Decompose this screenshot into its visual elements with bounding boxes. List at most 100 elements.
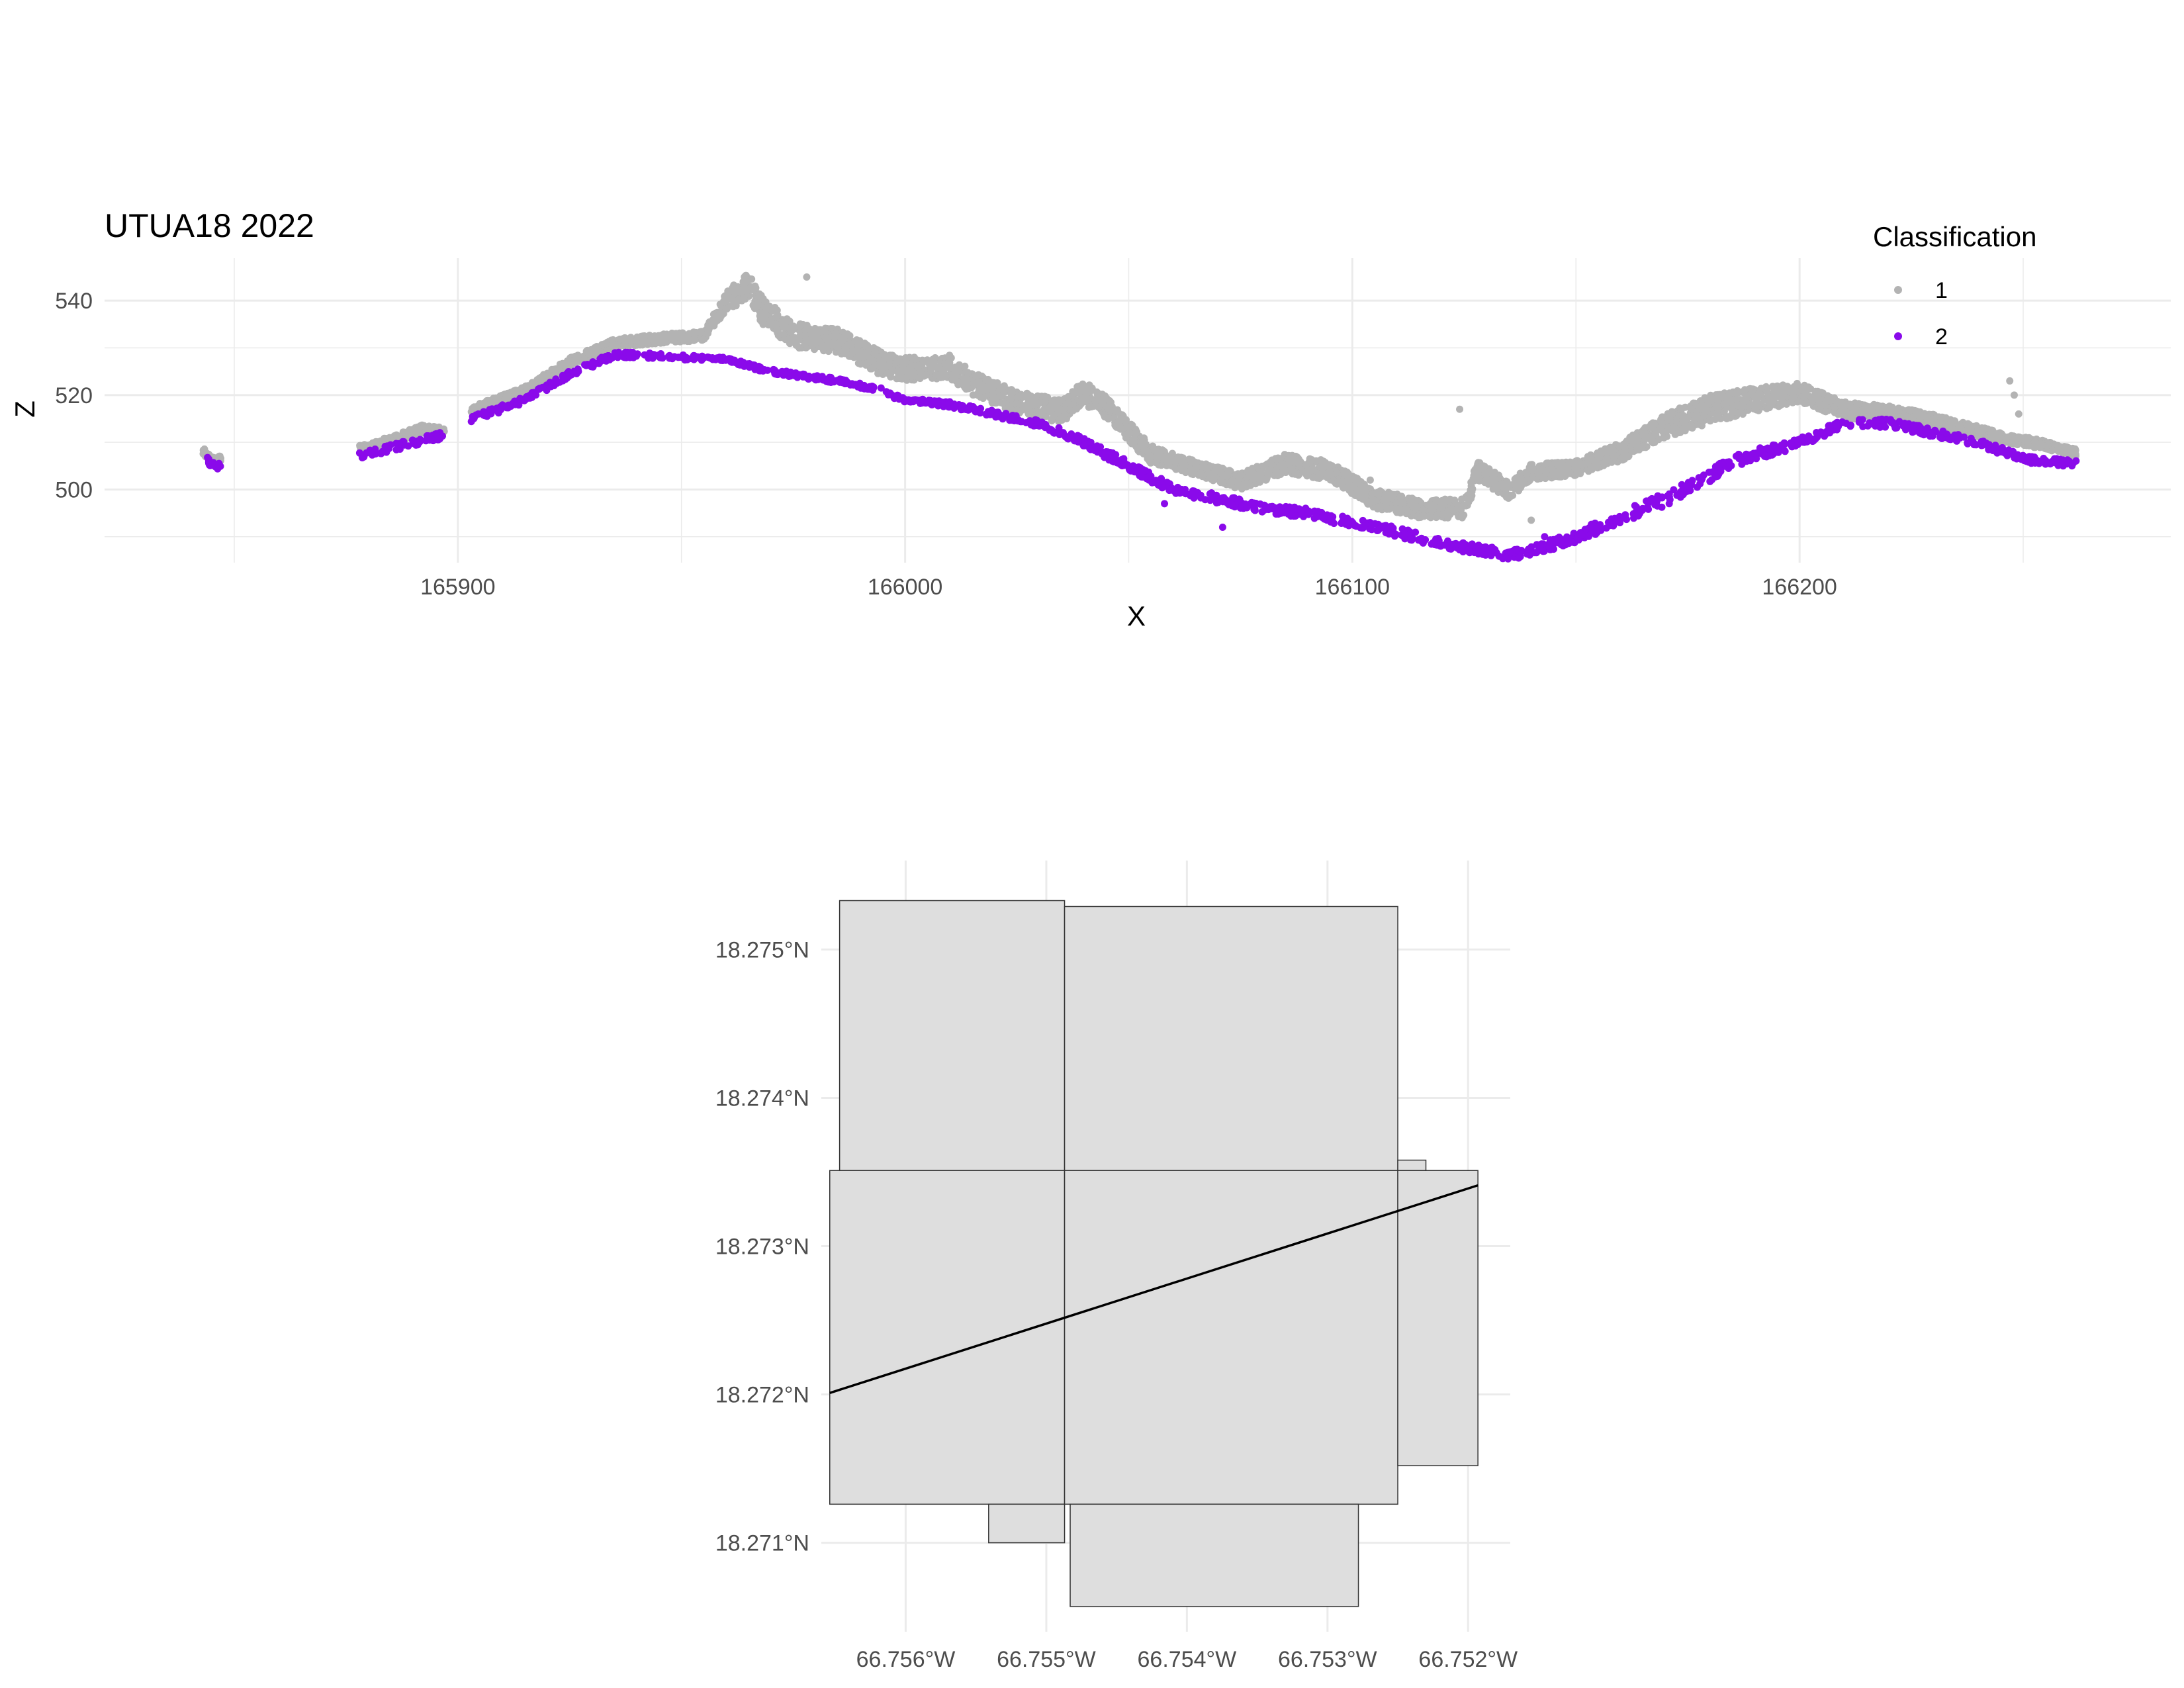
point-class-1 [1256, 468, 1264, 476]
point-class-1 [946, 352, 954, 359]
point-class-1 [1905, 406, 1913, 414]
point-class-1 [1485, 480, 1493, 487]
point-class-1 [844, 351, 852, 359]
point-class-1 [1516, 469, 1524, 477]
point-class-1 [1518, 482, 1525, 490]
point-class-1 [1527, 516, 1535, 524]
point-class-1 [1304, 471, 1312, 479]
point-class-1 [1503, 478, 1511, 486]
point-class-1 [1041, 393, 1049, 400]
point-class-1 [1324, 469, 1332, 477]
point-class-1 [772, 313, 780, 321]
point-class-1 [811, 325, 819, 333]
point-class-1 [621, 342, 629, 349]
point-class-1 [1098, 400, 1106, 408]
point-class-1 [1363, 498, 1371, 506]
point-class-1 [1153, 455, 1161, 463]
point-class-1 [915, 374, 923, 382]
point-class-1 [541, 372, 549, 379]
point-class-1 [741, 273, 749, 281]
point-class-1 [1245, 470, 1253, 478]
point-class-1 [941, 370, 949, 378]
point-class-1 [1593, 461, 1601, 468]
point-class-1 [216, 452, 224, 460]
point-class-1 [2031, 438, 2039, 446]
point-class-1 [864, 348, 872, 356]
point-class-1 [815, 338, 823, 346]
point-class-1 [2044, 442, 2052, 449]
point-class-1 [1236, 471, 1244, 479]
point-class-1 [855, 351, 863, 359]
point-class-1 [1449, 506, 1457, 514]
point-class-1 [889, 353, 897, 361]
point-class-1 [711, 316, 719, 324]
point-class-1 [871, 348, 879, 356]
point-class-1 [593, 343, 601, 350]
point-class-1 [1420, 512, 1428, 520]
point-class-1 [1659, 428, 1667, 436]
point-class-1 [1295, 455, 1302, 463]
point-class-1 [1255, 475, 1263, 483]
point-class-1 [1106, 406, 1114, 414]
point-class-1 [1289, 451, 1296, 459]
point-class-1 [1212, 467, 1220, 475]
point-class-1 [1783, 400, 1790, 408]
point-class-1 [1366, 476, 1374, 484]
profile-point-cloud [199, 271, 2080, 563]
point-class-1 [1291, 470, 1299, 478]
point-class-1 [691, 336, 699, 344]
point-class-1 [969, 391, 977, 399]
point-class-1 [1807, 393, 1815, 401]
point-class-1 [772, 320, 780, 328]
point-class-1 [790, 334, 798, 342]
point-class-1 [625, 336, 633, 344]
point-class-1 [1688, 406, 1696, 413]
point-class-1 [1584, 467, 1592, 475]
point-class-1 [1374, 491, 1382, 498]
point-class-1 [696, 328, 704, 336]
point-class-1 [843, 331, 850, 339]
point-class-1 [932, 371, 940, 379]
point-class-1 [1552, 459, 1560, 467]
point-class-1 [1385, 491, 1393, 499]
point-class-1 [1153, 448, 1160, 456]
point-class-1 [922, 371, 930, 379]
point-class-1 [854, 342, 862, 350]
point-class-1 [1725, 389, 1733, 397]
point-class-1 [1079, 380, 1087, 388]
point-class-1 [1513, 475, 1521, 483]
point-class-1 [1314, 474, 1322, 482]
point-class-1 [1736, 409, 1744, 416]
point-class-1 [959, 379, 967, 387]
point-class-1 [716, 310, 724, 318]
point-class-1 [1414, 514, 1422, 522]
point-class-1 [1204, 464, 1212, 472]
point-class-1 [899, 361, 907, 369]
point-class-1 [1349, 490, 1357, 498]
point-class-1 [1726, 414, 1734, 422]
point-class-1 [559, 359, 567, 367]
point-class-1 [1713, 405, 1721, 413]
point-class-1 [1181, 468, 1189, 476]
point-class-1 [2009, 438, 2017, 446]
point-class-1 [649, 333, 657, 341]
point-class-1 [1687, 422, 1695, 430]
point-class-1 [1376, 502, 1384, 510]
point-class-1 [414, 425, 422, 433]
point-class-1 [878, 365, 886, 373]
point-class-1 [1226, 479, 1234, 487]
point-class-1 [880, 352, 888, 359]
point-class-1 [1649, 424, 1657, 431]
point-class-1 [2054, 444, 2062, 452]
point-class-1 [1017, 406, 1025, 414]
point-class-1 [1144, 447, 1152, 455]
point-class-1 [1132, 430, 1140, 438]
point-class-1 [2002, 436, 2010, 444]
point-class-1 [1100, 410, 1108, 418]
point-class-1 [401, 428, 409, 436]
point-class-1 [1572, 471, 1580, 479]
point-class-1 [1677, 427, 1685, 434]
point-class-1 [2015, 410, 2023, 418]
point-class-1 [1124, 423, 1132, 431]
